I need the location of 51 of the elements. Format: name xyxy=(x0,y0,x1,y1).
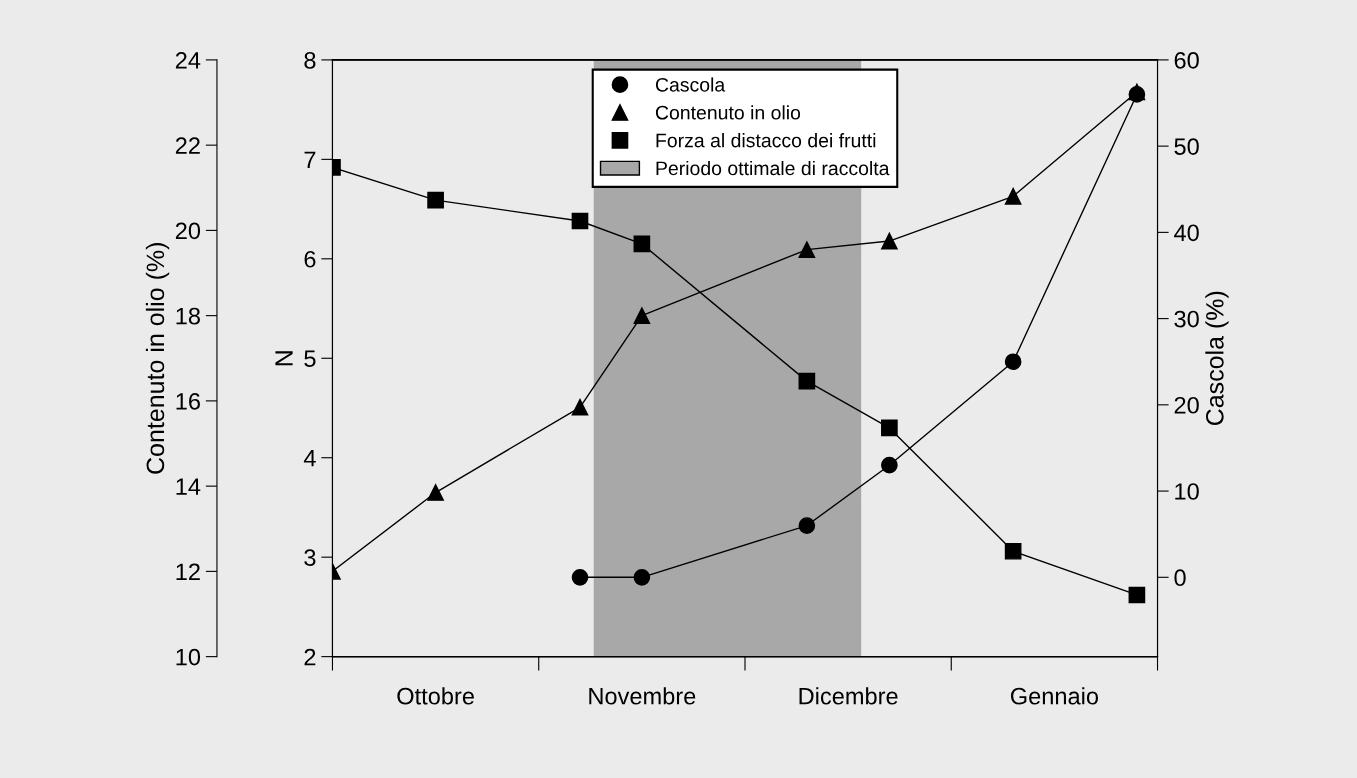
y-tick-label: 5 xyxy=(304,350,316,368)
point xyxy=(881,419,898,437)
y2-tick-label: 40 xyxy=(1174,224,1199,242)
y2-tick-label: 30 xyxy=(1174,310,1199,328)
y3-tick-label: 18 xyxy=(176,307,200,325)
x-tick-label: Novembre xyxy=(589,687,696,705)
y2-tick-label: 50 xyxy=(1174,138,1199,155)
legend-label: Forza al distacco dei frutti xyxy=(656,133,876,148)
x-tick-label: Dicembre xyxy=(799,687,898,705)
y3-tick-label: 14 xyxy=(176,478,201,495)
y3-tick-label: 12 xyxy=(176,563,200,580)
x-tick-label: Ottobre xyxy=(397,687,474,705)
point xyxy=(798,241,816,258)
y3-tick-label: 10 xyxy=(176,648,201,666)
point xyxy=(798,372,816,390)
point xyxy=(798,517,816,534)
legend-label: Contenuto in olio xyxy=(655,105,801,120)
y-axis-title: N xyxy=(275,351,293,366)
y-tick-label: 2 xyxy=(304,648,316,666)
point xyxy=(633,568,651,586)
point xyxy=(1128,586,1146,604)
point xyxy=(571,568,589,586)
y3-axis-title: Contenuto in olio (%) xyxy=(145,243,170,474)
y-tick-label: 3 xyxy=(304,549,316,566)
point xyxy=(427,191,444,209)
y2-tick-label: 0 xyxy=(1174,569,1186,587)
y2-axis-title: Cascola (%) xyxy=(1205,291,1229,426)
y3-tick-label: 20 xyxy=(175,222,201,240)
point xyxy=(633,235,651,253)
point xyxy=(571,212,589,230)
y-tick-label: 7 xyxy=(304,151,316,168)
y2-tick-label: 60 xyxy=(1174,51,1199,69)
point xyxy=(1004,353,1022,371)
legend-label: Cascola xyxy=(655,77,726,92)
point xyxy=(1004,542,1022,560)
y2-tick-label: 20 xyxy=(1174,396,1199,414)
point xyxy=(881,456,898,474)
y-tick-label: 6 xyxy=(304,250,316,268)
y-tick-label: 8 xyxy=(304,51,316,69)
point xyxy=(427,484,444,501)
x-tick-label: Gennaio xyxy=(1010,687,1099,705)
annotation: Periodo ottimale di raccolta xyxy=(656,160,890,176)
y3-tick-label: 22 xyxy=(175,137,200,154)
y2-tick-label: 10 xyxy=(1175,483,1199,500)
y3-tick-label: 24 xyxy=(175,51,201,69)
y3-tick-label: 16 xyxy=(176,392,200,410)
point xyxy=(881,232,898,250)
point xyxy=(571,398,589,416)
point xyxy=(633,307,651,324)
y-tick-label: 4 xyxy=(303,450,316,467)
point xyxy=(1004,187,1022,205)
